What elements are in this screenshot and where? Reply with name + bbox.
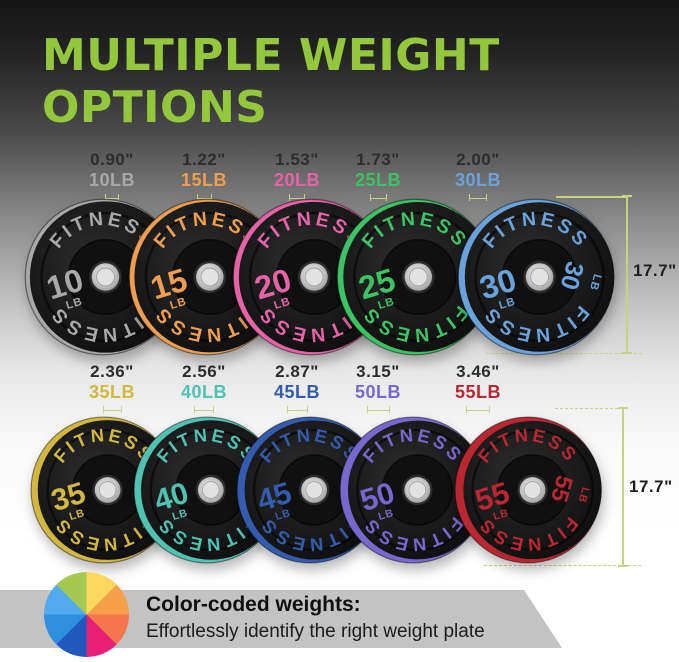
dimension-vertical-line [619, 407, 627, 567]
plate-spec: 3.15" 50LB [355, 362, 401, 413]
thickness-marker-icon [369, 194, 387, 201]
footer-heading: Color-coded weights: [146, 593, 361, 616]
weight-label: 15LB [180, 170, 228, 190]
weight-plate-svg: FITNESS FITNESS 30 LB LB 30 [457, 198, 615, 356]
thickness-marker-icon [468, 194, 487, 201]
page-title-line1: MULTIPLE WEIGHT [42, 30, 500, 81]
svg-text:LB: LB [377, 296, 397, 312]
weight-label: 40LB [180, 382, 228, 402]
page-title: MULTIPLE WEIGHT OPTIONS [42, 30, 500, 134]
svg-text:LB: LB [171, 507, 190, 523]
weight-plate: FITNESS FITNESS 25 LB [334, 196, 496, 363]
weight-plate-svg: FITNESS FITNESS 25 LB [336, 198, 494, 356]
thickness-marker-icon [104, 194, 119, 201]
weight-label: 45LB [273, 382, 321, 402]
thickness-label: 2.00" [456, 150, 500, 169]
weight-label: 10LB [88, 170, 136, 190]
weight-plate: FITNESS FITNESS 50 LB [337, 414, 489, 571]
dimension-extension-line [556, 196, 627, 198]
plate-spec: 2.00" 30LB [455, 150, 501, 201]
plate-spec: 1.53" 20LB [274, 150, 320, 201]
svg-text:LB: LB [576, 486, 592, 504]
thickness-label: 3.46" [456, 362, 500, 381]
svg-text:LB: LB [169, 296, 189, 312]
thickness-label: 2.56" [182, 362, 226, 381]
thickness-label: 2.87" [275, 362, 319, 381]
plate-spec: 2.87" 45LB [274, 362, 320, 413]
thickness-label: 1.73" [356, 150, 400, 169]
weight-plate: FITNESS FITNESS 35 LB [28, 414, 180, 571]
footer-subtext: Effortlessly identify the right weight p… [146, 621, 485, 642]
weight-label: 25LB [354, 170, 402, 190]
weight-plate: FITNESS FITNESS 40 LB [131, 414, 283, 571]
thickness-label: 1.22" [182, 150, 226, 169]
weight-plate: FITNESS FITNESS 30 LB LB 30 [455, 196, 617, 363]
dimension-baseline-dashed [484, 565, 641, 566]
svg-text:LB: LB [274, 507, 293, 523]
weight-label: 30LB [454, 170, 502, 190]
dimension-baseline-dashed [486, 353, 642, 354]
thickness-marker-icon [196, 194, 212, 201]
plate-spec: 0.90" 10LB [89, 150, 135, 201]
weight-plate: FITNESS FITNESS 55 LB LB 55 [452, 414, 604, 571]
dimension-vertical-line [623, 195, 631, 354]
color-wheel-icon [44, 572, 129, 657]
svg-text:LB: LB [587, 273, 603, 292]
svg-text:LB: LB [68, 507, 87, 523]
dimension-label: 17.7" [633, 261, 677, 280]
thickness-marker-icon [366, 406, 390, 413]
svg-text:LB: LB [377, 507, 396, 523]
svg-text:LB: LB [273, 296, 293, 312]
weight-plate-svg: FITNESS FITNESS 40 LB [133, 416, 281, 564]
svg-text:LB: LB [492, 507, 511, 523]
weight-label: 50LB [354, 382, 402, 402]
thickness-marker-icon [193, 406, 214, 413]
thickness-marker-icon [465, 406, 490, 413]
plate-spec: 1.73" 25LB [355, 150, 401, 201]
thickness-marker-icon [286, 406, 308, 413]
weight-label: 35LB [88, 382, 136, 402]
thickness-label: 2.36" [90, 362, 134, 381]
plate-spec: 3.46" 55LB [455, 362, 501, 413]
weight-plate-svg: FITNESS FITNESS 35 LB [30, 416, 178, 564]
weight-label: 55LB [454, 382, 502, 402]
thickness-marker-icon [288, 194, 305, 201]
thickness-label: 0.90" [90, 150, 134, 169]
plate-spec: 2.56" 40LB [181, 362, 227, 413]
page-title-line2: OPTIONS [42, 81, 268, 133]
weight-label: 20LB [273, 170, 321, 190]
plate-spec: 1.22" 15LB [181, 150, 227, 201]
weight-plate-svg: FITNESS FITNESS 50 LB [339, 416, 487, 564]
thickness-marker-icon [102, 406, 122, 413]
thickness-label: 1.53" [275, 150, 319, 169]
weight-plate-svg: FITNESS FITNESS 55 LB LB 55 [454, 416, 602, 564]
plate-spec: 2.36" 35LB [89, 362, 135, 413]
dimension-extension-dashed [555, 408, 623, 409]
svg-text:LB: LB [498, 296, 518, 312]
thickness-label: 3.15" [356, 362, 400, 381]
svg-text:LB: LB [65, 296, 85, 312]
footer-text: Color-coded weights: Effortlessly identi… [146, 593, 485, 643]
dimension-label: 17.7" [629, 477, 673, 496]
